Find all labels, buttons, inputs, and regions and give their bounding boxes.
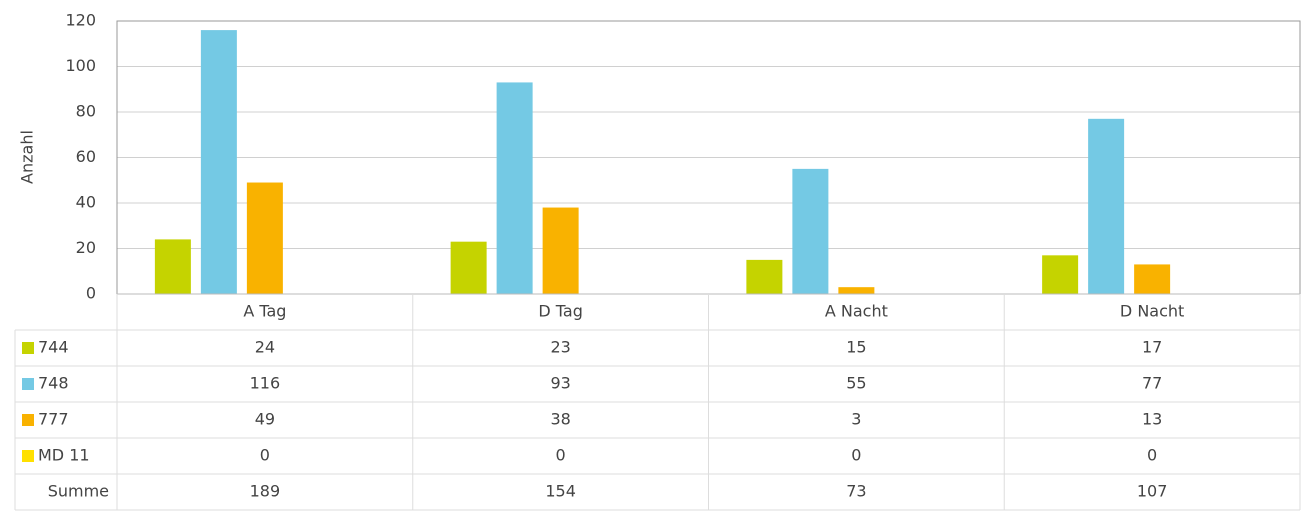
- bar: [542, 207, 579, 294]
- bar: [450, 241, 487, 294]
- bar: [246, 182, 283, 294]
- bar: [200, 30, 237, 294]
- y-axis-label: Anzahl: [18, 130, 37, 184]
- y-tick-label: 60: [76, 147, 96, 166]
- y-tick-label: 120: [65, 11, 96, 30]
- table-total: 107: [1137, 482, 1168, 501]
- table-value: 3: [851, 410, 861, 429]
- table-value: 93: [550, 374, 570, 393]
- table-value: 77: [1142, 374, 1162, 393]
- total-label: Summe: [48, 482, 109, 501]
- table-value: 55: [846, 374, 866, 393]
- legend-label: 748: [38, 374, 69, 393]
- x-tick-label: D Nacht: [1120, 302, 1184, 321]
- table-value: 0: [1147, 446, 1157, 465]
- table-value: 49: [255, 410, 275, 429]
- table-value: 0: [260, 446, 270, 465]
- bar: [154, 239, 191, 294]
- legend-swatch: [22, 450, 34, 462]
- y-tick-label: 0: [86, 284, 96, 303]
- table-total: 189: [250, 482, 281, 501]
- table-value: 116: [250, 374, 281, 393]
- bar: [496, 82, 533, 294]
- y-tick-label: 40: [76, 193, 96, 212]
- bar: [1042, 255, 1079, 294]
- legend-swatch: [22, 414, 34, 426]
- table-value: 23: [550, 338, 570, 357]
- bar: [1088, 118, 1125, 294]
- legend-label: 777: [38, 410, 69, 429]
- table-value: 15: [846, 338, 866, 357]
- bar: [792, 168, 829, 294]
- table-value: 0: [556, 446, 566, 465]
- legend-swatch: [22, 342, 34, 354]
- y-tick-label: 80: [76, 102, 96, 121]
- table-value: 38: [550, 410, 570, 429]
- legend-label: 744: [38, 338, 69, 357]
- table-value: 13: [1142, 410, 1162, 429]
- x-tick-label: A Tag: [243, 302, 286, 321]
- y-tick-label: 20: [76, 238, 96, 257]
- table-value: 17: [1142, 338, 1162, 357]
- table-total: 73: [846, 482, 866, 501]
- y-tick-label: 100: [65, 56, 96, 75]
- legend-swatch: [22, 378, 34, 390]
- legend-label: MD 11: [38, 446, 90, 465]
- bar: [746, 259, 783, 294]
- bar: [838, 287, 875, 294]
- x-tick-label: A Nacht: [825, 302, 888, 321]
- table-value: 24: [255, 338, 275, 357]
- table-value: 0: [851, 446, 861, 465]
- table-total: 154: [545, 482, 576, 501]
- bar: [1134, 264, 1171, 294]
- x-tick-label: D Tag: [538, 302, 583, 321]
